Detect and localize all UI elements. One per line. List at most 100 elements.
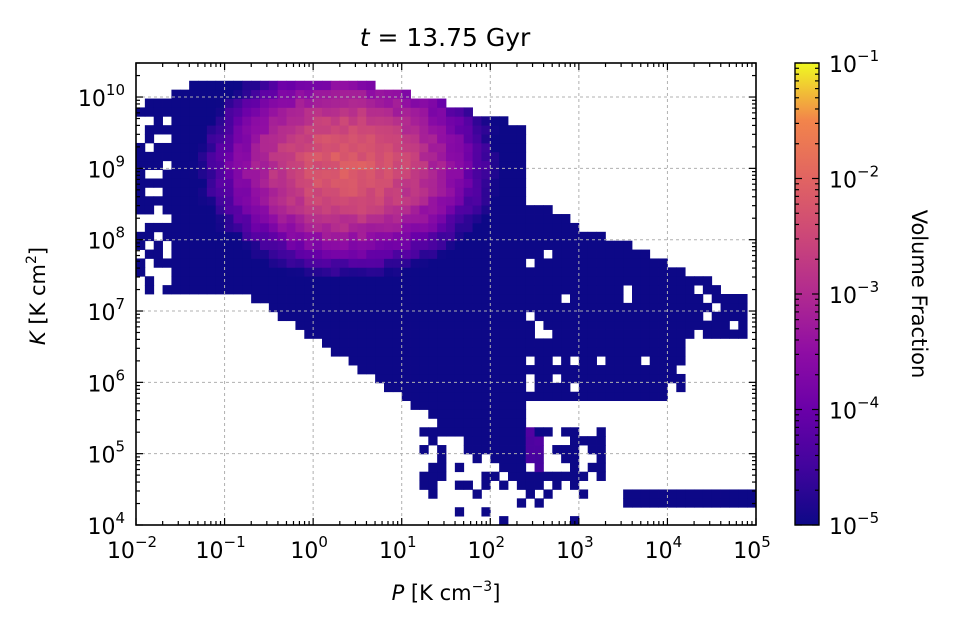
heatmap-cell bbox=[640, 258, 651, 268]
heatmap-cell bbox=[313, 222, 323, 233]
heatmap-cell bbox=[401, 329, 411, 339]
heatmap-cell bbox=[454, 160, 465, 171]
heatmap-cell bbox=[534, 427, 544, 437]
heatmap-cell bbox=[516, 427, 527, 437]
heatmap-cell bbox=[233, 178, 243, 188]
heatmap-cell bbox=[729, 489, 739, 499]
heatmap-cell bbox=[366, 107, 376, 117]
heatmap-cell bbox=[286, 89, 296, 99]
heatmap-cell bbox=[136, 151, 146, 162]
heatmap-cell bbox=[578, 240, 589, 250]
heatmap-cell bbox=[233, 116, 243, 126]
heatmap-cell bbox=[658, 258, 668, 268]
heatmap-cell bbox=[330, 187, 341, 197]
heatmap-cell bbox=[277, 142, 287, 153]
heatmap-cell bbox=[313, 205, 323, 215]
heatmap-cell bbox=[348, 329, 358, 339]
heatmap-cell bbox=[322, 214, 332, 224]
heatmap-cell bbox=[419, 142, 429, 153]
heatmap-cell bbox=[516, 453, 527, 464]
heatmap-cell bbox=[596, 302, 606, 313]
heatmap-cell bbox=[508, 347, 518, 357]
heatmap-cell bbox=[463, 142, 473, 153]
heatmap-cell bbox=[605, 302, 615, 313]
heatmap-cell bbox=[419, 214, 429, 224]
heatmap-cell bbox=[428, 311, 438, 322]
heatmap-cell bbox=[330, 329, 341, 339]
heatmap-cell bbox=[330, 205, 341, 215]
heatmap-cell bbox=[561, 365, 571, 375]
heatmap-cell bbox=[419, 391, 429, 402]
heatmap-cell bbox=[490, 231, 500, 242]
heatmap-cell bbox=[446, 107, 456, 117]
heatmap-cell bbox=[251, 276, 261, 286]
heatmap-cell bbox=[534, 258, 544, 268]
heatmap-cell bbox=[632, 320, 642, 330]
heatmap-cell bbox=[676, 489, 686, 499]
heatmap-cell bbox=[153, 258, 163, 268]
heatmap-cell bbox=[392, 356, 403, 366]
heatmap-cell bbox=[144, 249, 155, 259]
heatmap-cell bbox=[313, 187, 323, 197]
heatmap-cell bbox=[525, 294, 535, 304]
heatmap-cell bbox=[180, 249, 190, 259]
heatmap-cell bbox=[463, 214, 473, 224]
heatmap-cell bbox=[649, 320, 659, 330]
heatmap-cell bbox=[472, 329, 482, 339]
colorbar-label: Volume Fraction bbox=[907, 210, 931, 379]
heatmap-cell bbox=[481, 178, 491, 188]
heatmap-cell bbox=[410, 320, 420, 330]
heatmap-cell bbox=[348, 311, 358, 322]
heatmap-cell bbox=[162, 169, 172, 179]
heatmap-cell bbox=[375, 196, 385, 206]
heatmap-cell bbox=[171, 240, 181, 250]
heatmap-cell bbox=[206, 134, 217, 144]
heatmap-cell bbox=[499, 267, 509, 277]
heatmap-cell bbox=[375, 160, 385, 171]
heatmap-cell bbox=[570, 222, 580, 233]
heatmap-cell bbox=[481, 507, 491, 517]
heatmap-cell bbox=[206, 160, 217, 171]
heatmap-cell bbox=[295, 169, 305, 179]
heatmap-cell bbox=[499, 516, 509, 526]
heatmap-cell bbox=[339, 98, 349, 108]
heatmap-cell bbox=[481, 480, 491, 490]
heatmap-cell bbox=[490, 329, 500, 339]
heatmap-cell bbox=[578, 391, 589, 402]
heatmap-cell bbox=[534, 453, 544, 464]
heatmap-cell bbox=[366, 356, 376, 366]
heatmap-cell bbox=[286, 302, 296, 313]
heatmap-cell bbox=[339, 187, 349, 197]
heatmap-cell bbox=[525, 329, 535, 339]
heatmap-cell bbox=[322, 169, 332, 179]
heatmap-cell bbox=[392, 205, 403, 215]
heatmap-cell bbox=[596, 258, 606, 268]
heatmap-cell bbox=[472, 311, 482, 322]
heatmap-cell bbox=[720, 498, 730, 508]
heatmap-cell bbox=[392, 338, 403, 348]
heatmap-cell bbox=[384, 134, 394, 144]
heatmap-cell bbox=[313, 116, 323, 126]
heatmap-cell bbox=[304, 134, 314, 144]
heatmap-cell bbox=[153, 116, 163, 126]
heatmap-cell bbox=[685, 294, 695, 304]
heatmap-cell bbox=[260, 142, 270, 153]
heatmap-cell bbox=[251, 142, 261, 153]
heatmap-cell bbox=[437, 231, 447, 242]
heatmap-cell bbox=[410, 249, 420, 259]
heatmap-cell bbox=[180, 258, 190, 268]
heatmap-cell bbox=[366, 302, 376, 313]
y-tick-label: 104 bbox=[87, 509, 125, 540]
heatmap-cell bbox=[640, 347, 651, 357]
heatmap-cell bbox=[401, 320, 411, 330]
title-rest: = 13.75 Gyr bbox=[370, 23, 532, 52]
heatmap-cell bbox=[206, 187, 217, 197]
heatmap-cell bbox=[454, 196, 465, 206]
heatmap-cell bbox=[561, 329, 571, 339]
heatmap-cell bbox=[605, 365, 615, 375]
heatmap-cell bbox=[242, 258, 252, 268]
heatmap-cell bbox=[525, 391, 535, 402]
heatmap-cell bbox=[286, 134, 296, 144]
heatmap-cell bbox=[428, 365, 438, 375]
heatmap-cell bbox=[304, 285, 314, 295]
